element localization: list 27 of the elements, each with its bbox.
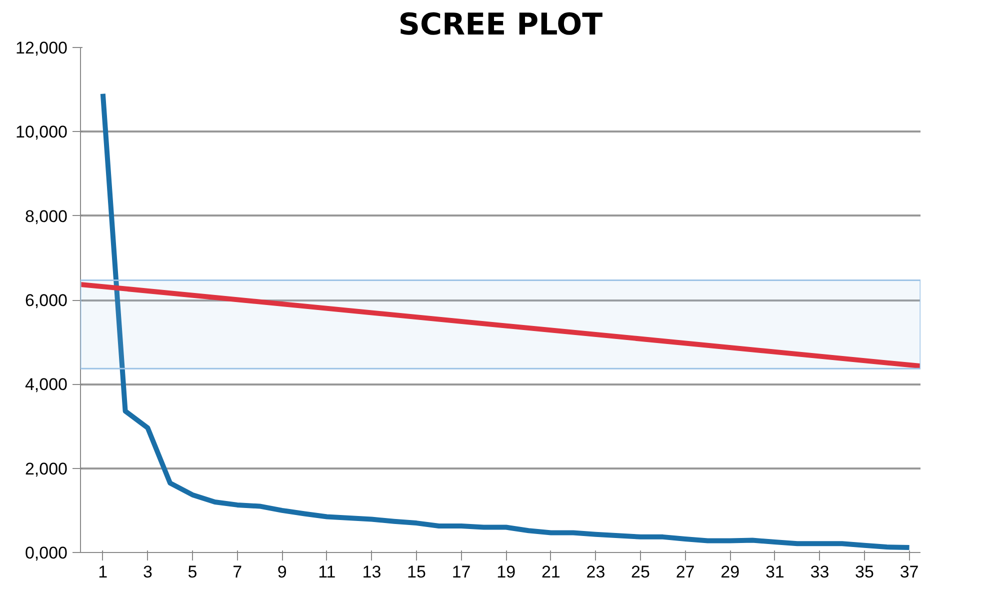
y-tick-label: 10,000	[16, 122, 68, 142]
y-tick-label: 4,000	[24, 375, 68, 394]
y-tick-label: 2,000	[24, 459, 68, 478]
x-tick-label: 27	[676, 562, 695, 582]
chart-title: SCREE PLOT	[398, 8, 604, 42]
x-tick-label: 25	[631, 562, 650, 582]
y-tick-label: 6,000	[24, 291, 68, 310]
x-tick-label: 15	[407, 562, 426, 582]
x-tick-label: 33	[810, 562, 830, 582]
y-tick-label: 8,000	[24, 206, 68, 226]
x-tick-label: 7	[232, 562, 242, 582]
x-tick-label: 31	[765, 562, 784, 582]
x-tick-label: 29	[720, 562, 740, 582]
x-tick-label: 17	[452, 562, 471, 582]
x-tick-label: 19	[496, 562, 516, 582]
x-tick-label: 3	[142, 562, 152, 582]
x-tick-label: 13	[362, 562, 382, 582]
x-tick-label: 1	[98, 562, 108, 582]
y-tick-label: 0,000	[24, 544, 68, 562]
y-tick-label: 12,000	[16, 38, 68, 58]
x-tick-label: 21	[541, 562, 560, 582]
x-tick-label: 5	[188, 562, 198, 582]
x-tick-label: 37	[900, 562, 919, 582]
x-tick-label: 11	[318, 562, 336, 582]
x-tick-label: 9	[277, 562, 287, 582]
x-tick-label: 23	[586, 562, 606, 582]
x-tick-label: 35	[855, 562, 874, 582]
